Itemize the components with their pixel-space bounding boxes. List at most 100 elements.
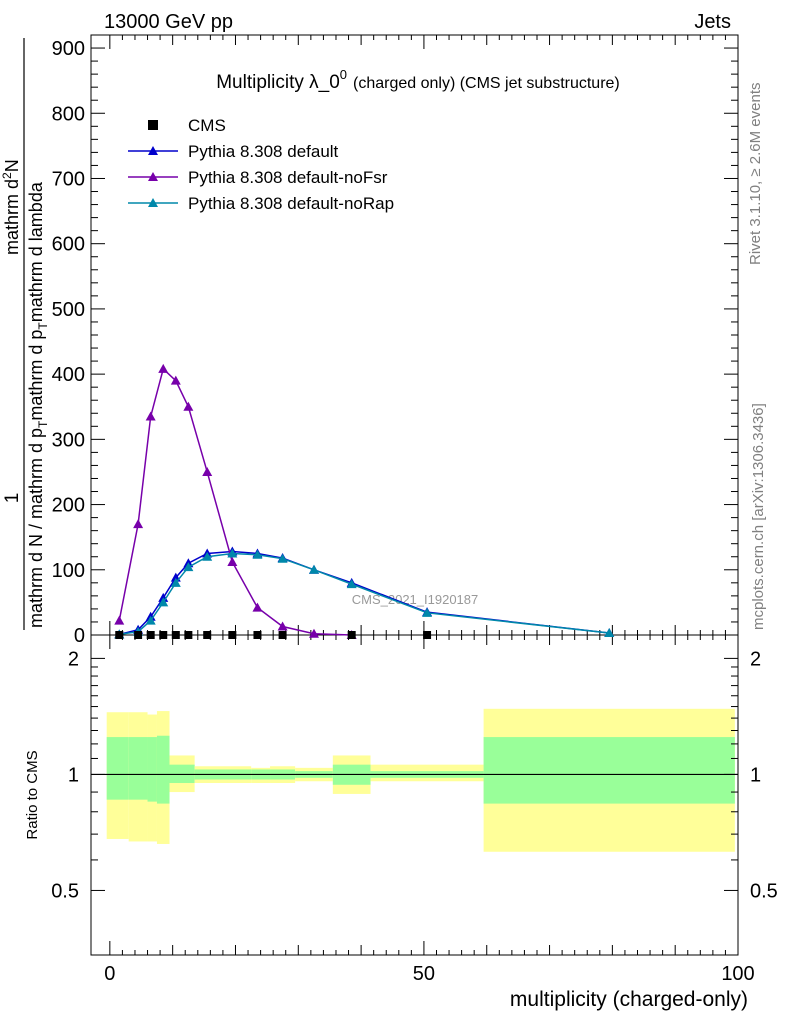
cms-point [171,631,180,639]
ratio-band-inner [106,737,129,800]
main-ylabel-dn-sub: T [36,420,50,428]
series-point-noRap [170,577,181,587]
cms-point [423,631,432,639]
header-jets: Jets [694,11,731,33]
ratio-bands [91,708,738,852]
series-point-noFsr [202,466,213,476]
series-point-noRap [202,551,213,561]
series-noFsr [114,363,357,639]
series-line-noRap [119,552,610,636]
series-line-default [119,550,610,636]
legend-marker-noFsr [148,172,158,181]
main-tick-label: 600 [52,234,85,256]
x-axis-label: multiplicity (charged-only) [510,988,748,1011]
series-point-noFsr [145,411,156,421]
main-tick-label: 400 [52,364,85,386]
rivet-label: Rivet 3.1.10, ≥ 2.6M events [747,83,764,266]
cms-point [347,631,356,639]
ratio-band-inner [156,735,170,804]
series-point-noFsr [227,556,238,566]
main-ylabel-dn: mathrm d N / mathrm d p [26,428,46,628]
main-ylabel-dn3: mathrm d lambda [26,181,46,322]
ratio-tick-label: 0.5 [51,880,79,902]
x-tick-label: 50 [413,963,435,985]
main-tick-label: 100 [52,560,85,582]
legend-label-cms: CMS [188,116,226,135]
mcplots-label: mcplots.cern.ch [arXiv:1306.3436] [750,403,767,630]
cms-point [184,631,193,639]
series-point-noRap [346,579,357,589]
legend-label-noFsr: Pythia 8.308 default-noFsr [188,168,388,187]
legend: CMS Pythia 8.308 default Pythia 8.308 defa… [128,116,394,213]
ratio-tick-label: 1 [68,764,79,786]
main-tick-label: 700 [52,168,85,190]
legend-label-noRap: Pythia 8.308 default-noRap [188,194,394,213]
series-line-noFsr [118,367,352,636]
main-ylabel-dn2: mathrm d p [26,330,46,421]
ratio-tick-label-right: 1 [750,764,761,786]
cms-point [159,631,168,639]
x-tick-label: 0 [104,963,115,985]
main-ylabel: 1 mathrm d N / mathrm d pTmathrm d pTmat… [0,38,50,630]
main-tick-label: 900 [52,38,85,60]
legend-marker-noRap [148,198,158,207]
cms-point [253,631,262,639]
cms-point [115,631,124,639]
analysis-watermark: CMS_2021_I1920187 [352,592,479,607]
main-tick-label: 800 [52,103,85,125]
main-ylabel-denominator: mathrm d N / mathrm d pTmathrm d pTmathr… [26,181,50,628]
ratio-tick-label-right: 0.5 [750,880,778,902]
cms-point [228,631,237,639]
cms-point [278,631,287,639]
ratio-panel-frame [90,634,739,956]
header-energy: 13000 GeV pp [104,11,233,33]
series-point-noRap [308,564,319,574]
main-tick-label: 0 [74,625,85,647]
series-point-noFsr [158,363,169,373]
series-cms [115,631,432,639]
ratio-ylabel: Ratio to CMS [24,750,41,839]
series-point-noFsr [308,628,319,638]
series-point-noRap [422,607,433,617]
series-point-noRap [145,615,156,625]
ratio-band-inner [147,737,157,802]
legend-marker-cms [148,120,158,130]
series-point-noRap [158,597,169,607]
legend-label-default: Pythia 8.308 default [188,142,339,161]
series-point-noRap [252,549,263,559]
series-layer [114,363,615,639]
main-tick-label: 200 [52,495,85,517]
ratio-tick-label: 2 [68,648,79,670]
main-tick-label: 300 [52,429,85,451]
main-ylabel-dn2-sub: T [36,322,50,330]
main-title-text: Multiplicity λ_0 [216,72,340,93]
main-ylabel-numerator: mathrm d2N [0,159,22,255]
cms-point [134,631,143,639]
series-point-noFsr [183,401,194,411]
cms-point [203,631,212,639]
main-title-sub: (charged only) (CMS jet substructure) [353,75,620,92]
main-ylabel-num-sup: 2 [0,172,14,179]
main-ylabel-num2: N [2,159,22,172]
series-point-noRap [183,562,194,572]
series-point-noRap [277,553,288,563]
series-point-noFsr [170,375,181,385]
x-tick-label: 100 [721,963,754,985]
series-point-noRap [227,548,238,558]
series-point-noFsr [114,615,125,625]
ratio-band-inner [128,737,148,800]
series-point-noRap [604,628,615,638]
main-title-sup: 0 [340,67,347,82]
ratio-tick-label-right: 2 [750,648,761,670]
series-point-noFsr [252,602,263,612]
main-title: Multiplicity λ_00 (charged only) (CMS jet… [216,67,620,93]
ratio-band-inner [483,737,735,804]
legend-marker-default [148,146,158,155]
series-point-noFsr [277,621,288,631]
ratio-axis-ticks: 0.5 0.5 1 1 2 2 0 50 100 [51,635,778,985]
main-tick-label: 500 [52,299,85,321]
cms-point [146,631,155,639]
main-ylabel-num: mathrm d [2,179,22,255]
main-ylabel-one: 1 [2,493,23,504]
